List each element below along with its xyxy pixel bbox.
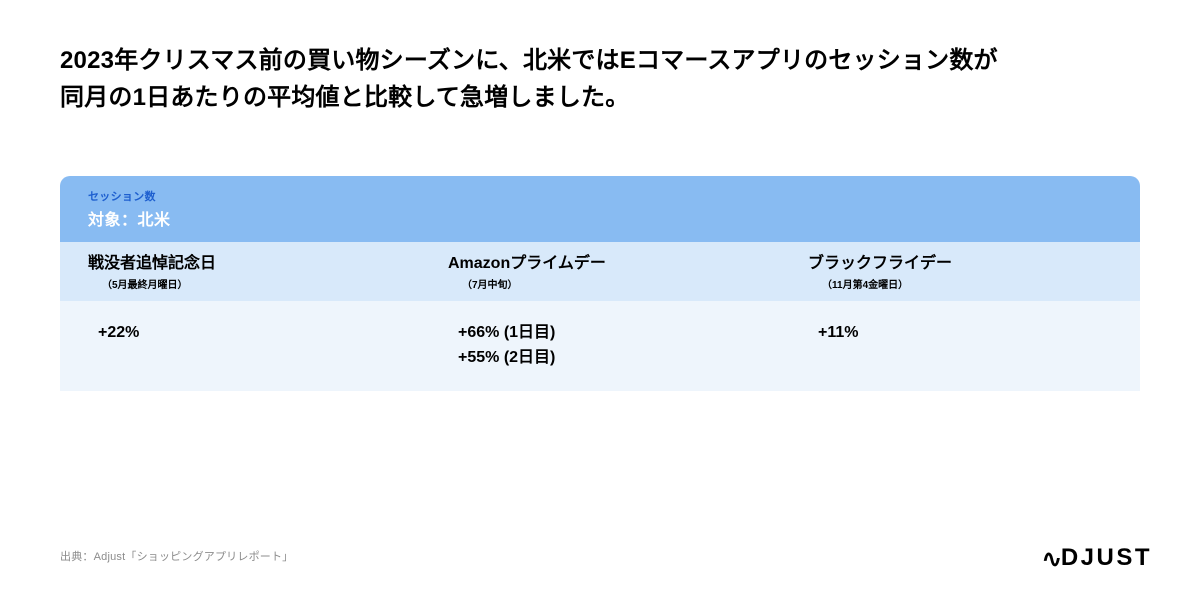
data-row: +22% +66% (1日目) +55% (2日目) +11% [60, 301, 1140, 391]
brand-logo: ∿DJUST [1042, 543, 1152, 572]
region-label: 対象：北米 [88, 206, 1112, 230]
column-title: 戦没者追悼記念日 [88, 254, 400, 275]
brand-logo-mark-icon: ∿ [1042, 545, 1061, 574]
source-footer: 出典：Adjust「ショッピングアプリレポート」 [60, 548, 293, 564]
metric-label: セッション数 [88, 188, 1112, 204]
data-cell: +11% [780, 301, 1140, 391]
value-line: +22% [98, 321, 400, 346]
headline-line2: 同月の1日あたりの平均値と比較して急増しました。 [60, 79, 1140, 116]
data-cell: +22% [60, 301, 420, 391]
brand-logo-text: DJUST [1061, 544, 1152, 571]
column-header: ブラックフライデー （11月第4金曜日） [780, 242, 1140, 301]
value-line: +66% (1日目) [458, 321, 760, 346]
value-line: +11% [818, 321, 1120, 346]
data-cell: +66% (1日目) +55% (2日目) [420, 301, 780, 391]
column-subtitle: （5月最終月曜日） [88, 276, 400, 291]
column-title: ブラックフライデー [808, 254, 1120, 275]
column-header: Amazonプライムデー （7月中旬） [420, 242, 780, 301]
headline-line1: 2023年クリスマス前の買い物シーズンに、北米ではEコマースアプリのセッション数… [60, 42, 1140, 79]
column-title: Amazonプライムデー [448, 254, 760, 275]
column-subtitle: （7月中旬） [448, 276, 760, 291]
column-header: 戦没者追悼記念日 （5月最終月曜日） [60, 242, 420, 301]
value-line: +55% (2日目) [458, 346, 760, 371]
page-root: 2023年クリスマス前の買い物シーズンに、北米ではEコマースアプリのセッション数… [0, 0, 1200, 600]
sessions-table: セッション数 対象：北米 戦没者追悼記念日 （5月最終月曜日） Amazonプラ… [60, 176, 1140, 390]
column-subtitle: （11月第4金曜日） [808, 276, 1120, 291]
column-header-row: 戦没者追悼記念日 （5月最終月曜日） Amazonプライムデー （7月中旬） ブ… [60, 242, 1140, 301]
headline: 2023年クリスマス前の買い物シーズンに、北米ではEコマースアプリのセッション数… [60, 42, 1140, 116]
table-header: セッション数 対象：北米 [60, 176, 1140, 242]
